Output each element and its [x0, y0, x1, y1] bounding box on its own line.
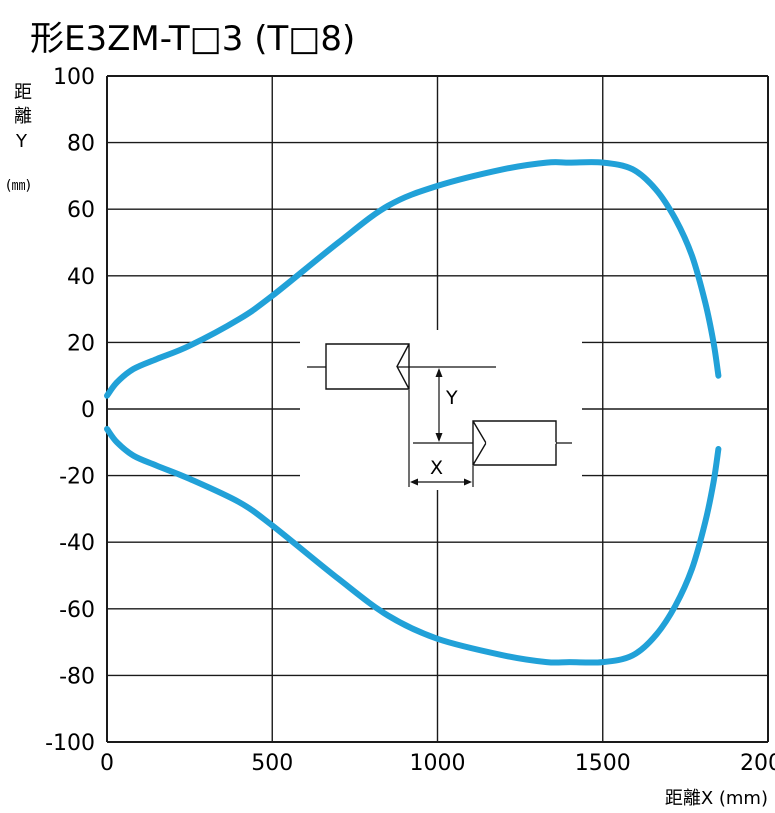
- y-axis-label-char-2: 離: [14, 106, 32, 127]
- y-tick-label: 60: [67, 198, 95, 223]
- y-axis-label-char-4: (㎜): [6, 178, 31, 194]
- curves: [104, 159, 722, 666]
- lower-detection-curve: [104, 426, 722, 666]
- y-tick-label: 40: [67, 265, 95, 290]
- diagram-x-label: X: [430, 457, 443, 479]
- x-axis-label: 距離X (mm): [665, 788, 768, 809]
- diagram-y-label: Y: [445, 387, 458, 409]
- y-tick-label: 20: [67, 331, 95, 356]
- y-tick-label: -20: [59, 465, 95, 490]
- y-tick-label: -80: [59, 664, 95, 689]
- emitter-body: [325, 343, 410, 390]
- x-arrowhead-right: [464, 478, 472, 486]
- y-tick-label: -60: [59, 598, 95, 623]
- y-arrowhead-bottom: [435, 433, 443, 442]
- y-arrowhead-top: [435, 368, 443, 377]
- y-axis-label-char-1: 距: [14, 82, 32, 103]
- y-tick-label: 80: [67, 132, 95, 157]
- receiver-body: [472, 420, 557, 466]
- y-tick-label: 100: [53, 65, 95, 90]
- x-tick-label: 2000: [740, 751, 775, 776]
- upper-detection-curve: [104, 159, 722, 399]
- chart-title: 形E3ZM-T□3 (T□8): [30, 19, 355, 59]
- y-tick-label: 0: [81, 398, 95, 423]
- sensor-diagram: Y X: [300, 330, 582, 490]
- y-tick-label: -40: [59, 531, 95, 556]
- y-axis-label: 距 離 Y (㎜): [6, 82, 32, 194]
- x-tick-label: 500: [251, 751, 293, 776]
- x-tick-label: 1000: [410, 751, 466, 776]
- x-tick-label: 1500: [575, 751, 631, 776]
- x-arrowhead-left: [410, 478, 418, 486]
- x-tick-label: 0: [100, 751, 114, 776]
- y-tick-label: -100: [45, 731, 95, 756]
- y-axis-label-char-3: Y: [15, 131, 28, 152]
